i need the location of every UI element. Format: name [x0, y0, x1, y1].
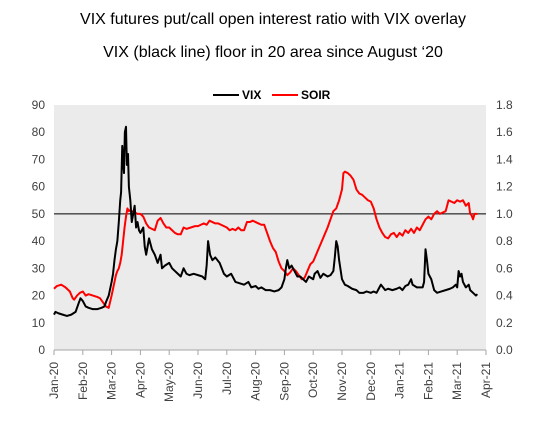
x-tick-label: Mar-21 — [450, 362, 464, 400]
y-right-tick-label: 1.6 — [496, 125, 513, 139]
y-left-tick-label: 10 — [32, 316, 46, 330]
y-right-tick-label: 1.0 — [496, 207, 513, 221]
chart-title: VIX futures put/call open interest ratio… — [80, 11, 466, 28]
chart-subtitle: VIX (black line) floor in 20 area since … — [103, 44, 443, 61]
y-left-tick-label: 50 — [32, 207, 46, 221]
y-right-tick-label: 1.4 — [496, 152, 513, 166]
y-left-tick-label: 20 — [32, 289, 46, 303]
y-right-tick-label: 0.2 — [496, 316, 513, 330]
series-line-vix — [53, 125, 479, 317]
x-tick-label: Oct-20 — [306, 362, 320, 398]
y-right-tick-label: 0.0 — [496, 343, 513, 357]
y-left-tick-label: 70 — [32, 152, 46, 166]
x-tick-label: Feb-20 — [76, 362, 90, 400]
y-right-tick-label: 0.6 — [496, 261, 513, 275]
y-left-tick-label: 0 — [38, 343, 45, 357]
legend-label-soir: SOIR — [301, 88, 331, 102]
x-tick-label: Jan-21 — [393, 362, 407, 399]
x-tick-label: Apr-20 — [133, 362, 147, 398]
series-layer — [53, 125, 479, 317]
legend: VIX SOIR — [213, 88, 331, 102]
y-left-tick-label: 90 — [32, 98, 46, 112]
x-tick-label: Aug-20 — [249, 362, 263, 401]
x-tick-label: May-20 — [162, 362, 176, 402]
legend-label-vix: VIX — [242, 88, 261, 102]
x-tick-label: Jan-20 — [47, 362, 61, 399]
y-left-tick-label: 30 — [32, 261, 46, 275]
y-left-tick-label: 60 — [32, 180, 46, 194]
x-tick-label: Nov-20 — [335, 362, 349, 401]
x-tick-label: Apr-21 — [479, 362, 493, 398]
x-tick-label: Sep-20 — [277, 362, 291, 401]
x-tick-label: Jul-20 — [220, 362, 234, 395]
y-right-tick-label: 0.4 — [496, 289, 513, 303]
y-left-tick-label: 40 — [32, 234, 46, 248]
x-tick-label: Feb-21 — [421, 362, 435, 400]
y-right-tick-label: 1.8 — [496, 98, 513, 112]
x-tick-label: Jun-20 — [191, 362, 205, 399]
y-right-tick-label: 0.8 — [496, 234, 513, 248]
series-line-soir — [53, 170, 478, 309]
y-right-tick-label: 1.2 — [496, 180, 513, 194]
x-tick-label: Dec-20 — [364, 362, 378, 401]
y-left-tick-label: 80 — [32, 125, 46, 139]
x-tick-label: Mar-20 — [105, 362, 119, 400]
